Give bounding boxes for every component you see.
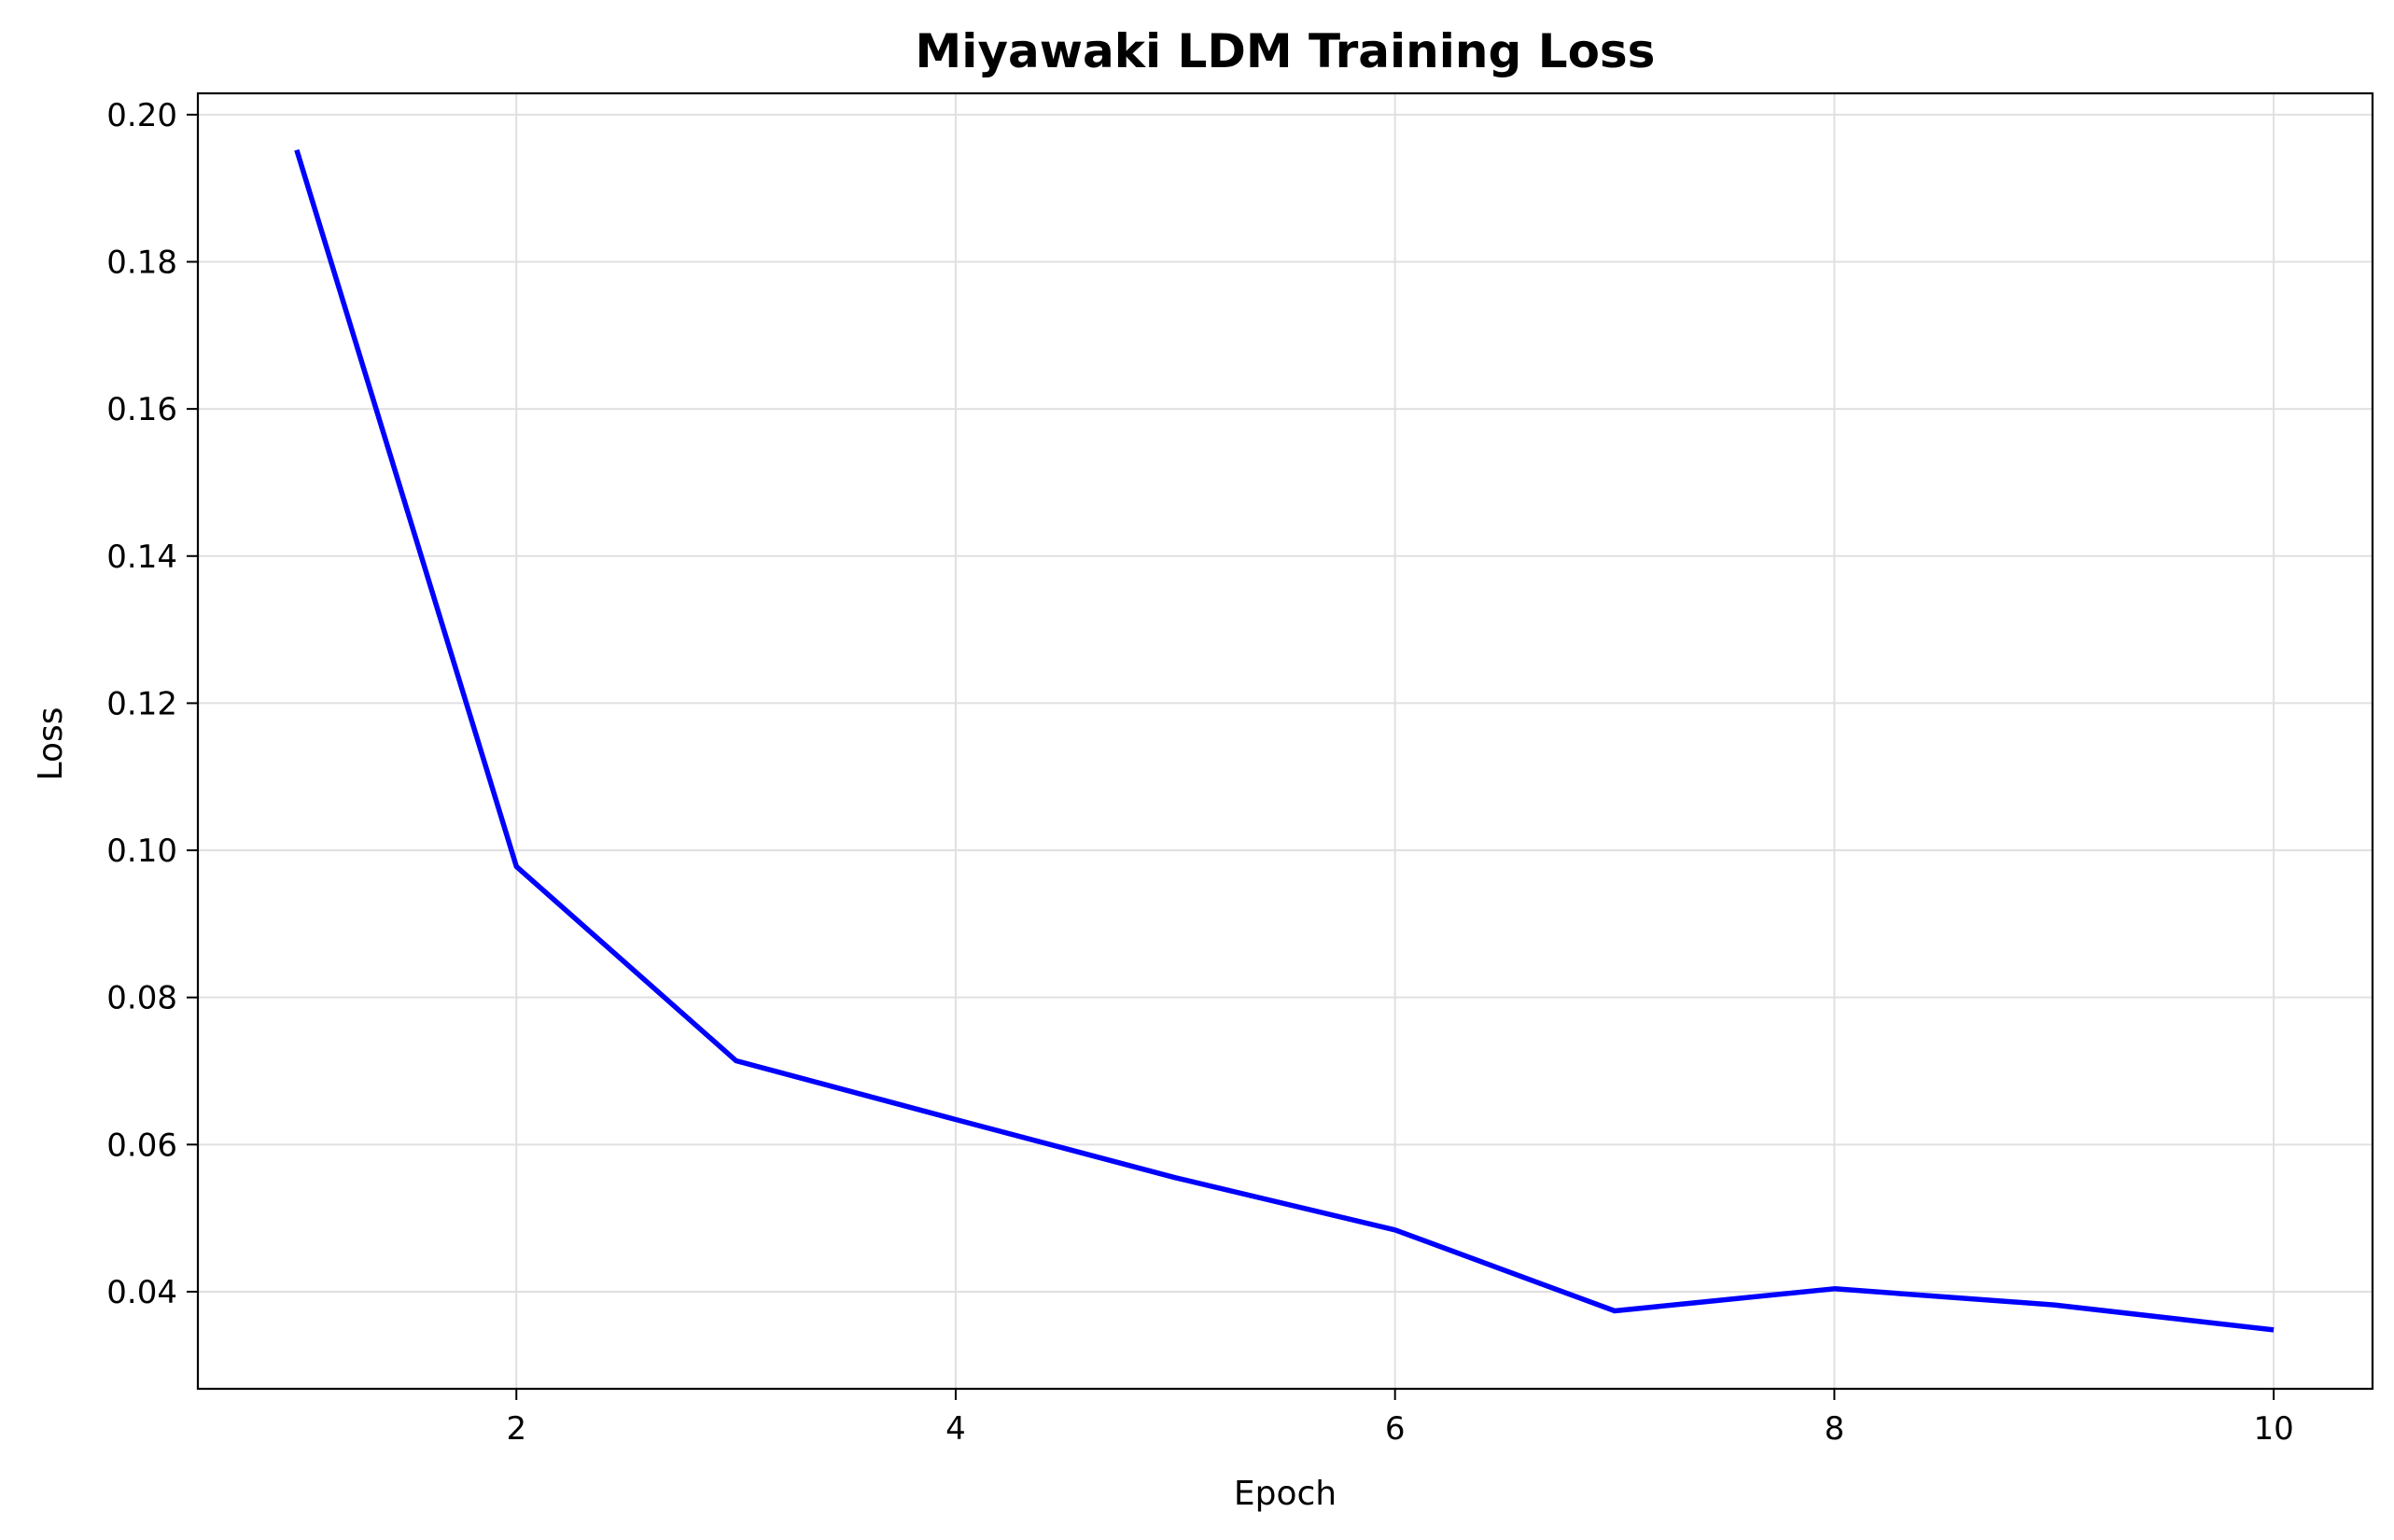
y-tick-label: 0.12 xyxy=(106,685,177,722)
x-tick-label: 4 xyxy=(945,1410,966,1448)
y-tick-label: 0.14 xyxy=(106,539,177,576)
x-tick-label: 6 xyxy=(1385,1410,1406,1448)
y-axis-label: Loss xyxy=(32,707,70,781)
y-tick-label: 0.10 xyxy=(106,833,177,870)
chart-title: Miyawaki LDM Training Loss xyxy=(916,24,1656,78)
y-tick-label: 0.04 xyxy=(106,1274,177,1311)
grid-layer xyxy=(198,93,2373,1389)
y-tick-label: 0.18 xyxy=(106,244,177,281)
loss-series-line xyxy=(294,148,2275,1333)
series-layer xyxy=(294,148,2275,1333)
y-tick-label: 0.06 xyxy=(106,1127,177,1164)
y-tick-label: 0.16 xyxy=(106,391,177,428)
y-tick-label: 0.20 xyxy=(106,97,177,134)
x-tick-label: 2 xyxy=(506,1410,526,1448)
x-axis-label: Epoch xyxy=(1234,1475,1337,1513)
x-tick-label: 10 xyxy=(2253,1410,2293,1448)
plot-frame xyxy=(196,91,2374,1391)
x-tick-label: 8 xyxy=(1825,1410,1845,1448)
tick-layer: 2 4 6 8 10 0.04 0.06 0.08 0.10 0.12 0.14 0.16 0.18 0.… xyxy=(106,97,2293,1448)
y-tick-label: 0.08 xyxy=(106,980,177,1017)
